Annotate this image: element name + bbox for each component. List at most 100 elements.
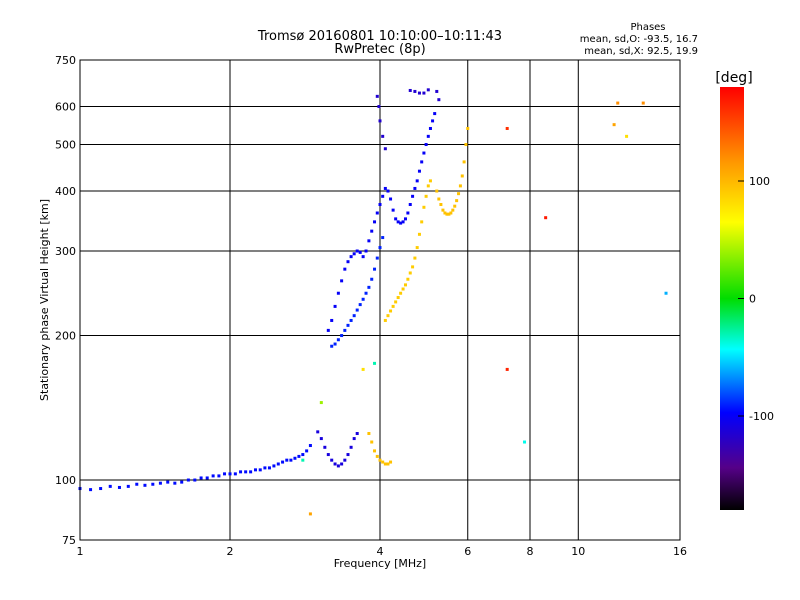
colorbar-label: [deg] <box>715 70 752 86</box>
data-point <box>340 334 344 338</box>
data-point <box>426 184 430 188</box>
data-point <box>239 470 243 474</box>
data-point <box>217 474 221 478</box>
data-point <box>323 445 327 449</box>
data-point <box>333 462 337 466</box>
data-point <box>389 197 393 201</box>
data-point <box>422 91 426 95</box>
data-point <box>205 476 209 480</box>
data-point <box>381 194 385 198</box>
data-point <box>641 101 645 105</box>
data-point <box>108 484 112 488</box>
y-tick-label: 75 <box>62 534 76 547</box>
data-point <box>445 212 449 216</box>
data-point <box>378 202 382 206</box>
data-point <box>99 487 103 491</box>
data-point <box>378 458 382 462</box>
data-point <box>428 126 432 130</box>
colorbar-tick-label: 0 <box>749 293 756 306</box>
data-point <box>263 466 267 470</box>
data-point <box>451 208 455 212</box>
data-point <box>422 151 426 155</box>
data-point <box>431 119 435 123</box>
plot-frame <box>79 59 681 541</box>
data-point <box>505 367 509 371</box>
data-point <box>346 260 350 264</box>
data-point <box>378 119 382 123</box>
data-point <box>375 256 379 260</box>
chart-title: Tromsø 20160801 10:10:00–10:11:43 <box>257 29 502 44</box>
data-point <box>417 169 421 173</box>
data-point <box>158 481 162 485</box>
data-point <box>458 184 462 188</box>
data-point <box>426 134 430 138</box>
data-point <box>367 239 371 243</box>
data-point <box>401 287 405 291</box>
data-point <box>399 221 403 225</box>
data-point <box>186 478 190 482</box>
data-point <box>308 512 312 516</box>
data-point <box>330 318 334 322</box>
data-point <box>361 367 365 371</box>
data-point <box>319 437 323 441</box>
data-point <box>289 458 293 462</box>
data-point <box>355 308 359 312</box>
data-point <box>408 271 412 275</box>
x-tick-label: 4 <box>377 545 384 558</box>
data-point <box>308 444 312 448</box>
data-point <box>466 126 470 130</box>
y-tick-label: 500 <box>55 139 76 152</box>
y-axis-label: Stationary phase Virtual Height [km] <box>38 199 51 401</box>
data-point <box>361 255 365 259</box>
data-point <box>394 300 398 304</box>
x-tick-label: 1 <box>77 545 84 558</box>
data-point <box>249 470 253 474</box>
data-point <box>625 134 629 138</box>
data-point <box>664 291 668 295</box>
data-point <box>424 194 428 198</box>
data-point <box>420 220 424 224</box>
x-tick-label: 6 <box>464 545 471 558</box>
data-point <box>378 246 382 250</box>
data-point <box>373 267 377 271</box>
data-point <box>428 179 432 183</box>
data-point <box>383 147 387 151</box>
data-point <box>381 236 385 240</box>
data-point <box>462 160 466 164</box>
y-tick-label: 400 <box>55 185 76 198</box>
data-point <box>301 453 305 457</box>
data-point <box>420 160 424 164</box>
data-point <box>415 246 419 250</box>
stats-o-line: mean, sd,O: -93.5, 16.7 <box>580 34 698 45</box>
stats-x-line: mean, sd,X: 92.5, 19.9 <box>584 46 698 57</box>
data-point <box>417 91 421 95</box>
data-point <box>377 105 381 109</box>
data-point <box>364 249 368 253</box>
data-point <box>293 456 297 460</box>
data-point <box>336 464 340 468</box>
data-point <box>346 453 350 457</box>
data-point <box>464 143 468 147</box>
data-point <box>435 189 439 193</box>
y-tick-label: 600 <box>55 101 76 114</box>
data-point <box>411 194 415 198</box>
data-point <box>330 344 334 348</box>
data-point <box>455 199 459 203</box>
data-point <box>319 401 323 405</box>
data-point <box>460 174 464 178</box>
data-point <box>422 205 426 209</box>
data-point <box>386 314 390 318</box>
data-point <box>267 466 271 470</box>
data-point <box>285 458 289 462</box>
data-point <box>373 361 377 365</box>
data-point <box>383 318 387 322</box>
data-point <box>253 468 257 472</box>
data-point <box>413 89 417 93</box>
x-tick-label: 8 <box>527 545 534 558</box>
data-point <box>173 481 177 485</box>
data-point <box>437 197 441 201</box>
data-point <box>457 192 461 196</box>
data-point <box>349 318 353 322</box>
data-point <box>367 432 371 436</box>
data-point <box>443 211 447 215</box>
